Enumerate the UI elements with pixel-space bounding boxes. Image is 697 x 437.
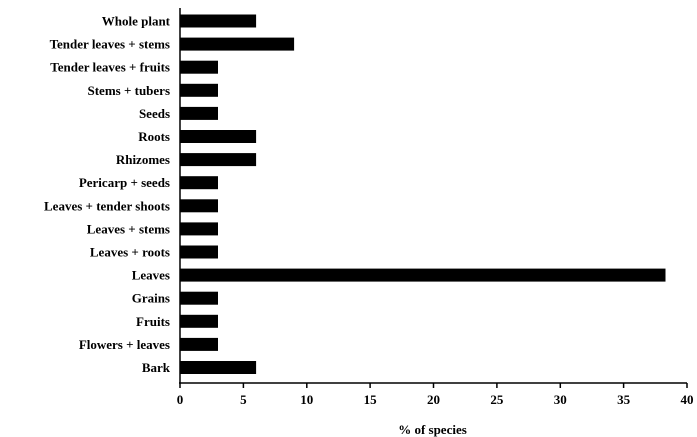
x-tick-label: 20 [427, 392, 440, 407]
category-label-flowers-leaves: Flowers + leaves [79, 337, 170, 352]
x-tick-label: 15 [364, 392, 378, 407]
bar-tender-leaves-stems [180, 37, 295, 51]
category-label-fruits: Fruits [136, 314, 170, 329]
category-label-pericarp-seeds: Pericarp + seeds [79, 175, 170, 190]
category-label-tender-leaves-stems: Tender leaves + stems [50, 37, 170, 52]
bar-stems-tubers [180, 83, 218, 97]
category-label-rhizomes: Rhizomes [116, 152, 170, 167]
bar-grains [180, 291, 218, 305]
x-tick-label: 10 [300, 392, 313, 407]
bar-whole-plant [180, 14, 257, 28]
category-label-bark: Bark [142, 360, 171, 375]
x-axis-ticks: 0 5 10 15 20 25 30 35 40 [177, 383, 694, 407]
bar-seeds [180, 106, 218, 120]
bar-flowers-leaves [180, 337, 218, 351]
x-axis-title: % of species [398, 422, 467, 437]
bar-leaves-tender-shoots [180, 199, 218, 213]
x-tick-label: 35 [617, 392, 631, 407]
bar-leaves-stems [180, 222, 218, 236]
category-label-seeds: Seeds [139, 106, 170, 121]
x-tick-label: 5 [240, 392, 247, 407]
bar-leaves [180, 268, 666, 282]
category-label-stems-tubers: Stems + tubers [87, 83, 170, 98]
x-tick-label: 30 [554, 392, 567, 407]
category-labels: Whole plant Tender leaves + stems Tender l… [44, 14, 171, 376]
category-label-grains: Grains [132, 291, 170, 306]
x-tick-label: 0 [177, 392, 184, 407]
bars-group [180, 14, 666, 374]
bar-rhizomes [180, 153, 257, 167]
bar-pericarp-seeds [180, 176, 218, 190]
category-label-roots: Roots [138, 129, 170, 144]
bar-bark [180, 361, 257, 374]
category-label-whole-plant: Whole plant [102, 14, 171, 29]
category-label-tender-leaves-fruits: Tender leaves + fruits [50, 60, 170, 75]
category-label-leaves-roots: Leaves + roots [90, 245, 170, 260]
x-tick-label: 40 [681, 392, 694, 407]
category-label-leaves: Leaves [132, 268, 170, 283]
bar-roots [180, 130, 257, 143]
x-tick-label: 25 [490, 392, 504, 407]
bar-fruits [180, 314, 218, 328]
bar-tender-leaves-fruits [180, 60, 218, 74]
bar-leaves-roots [180, 245, 218, 259]
category-label-leaves-stems: Leaves + stems [87, 221, 170, 236]
category-label-leaves-tender-shoots: Leaves + tender shoots [44, 198, 170, 213]
